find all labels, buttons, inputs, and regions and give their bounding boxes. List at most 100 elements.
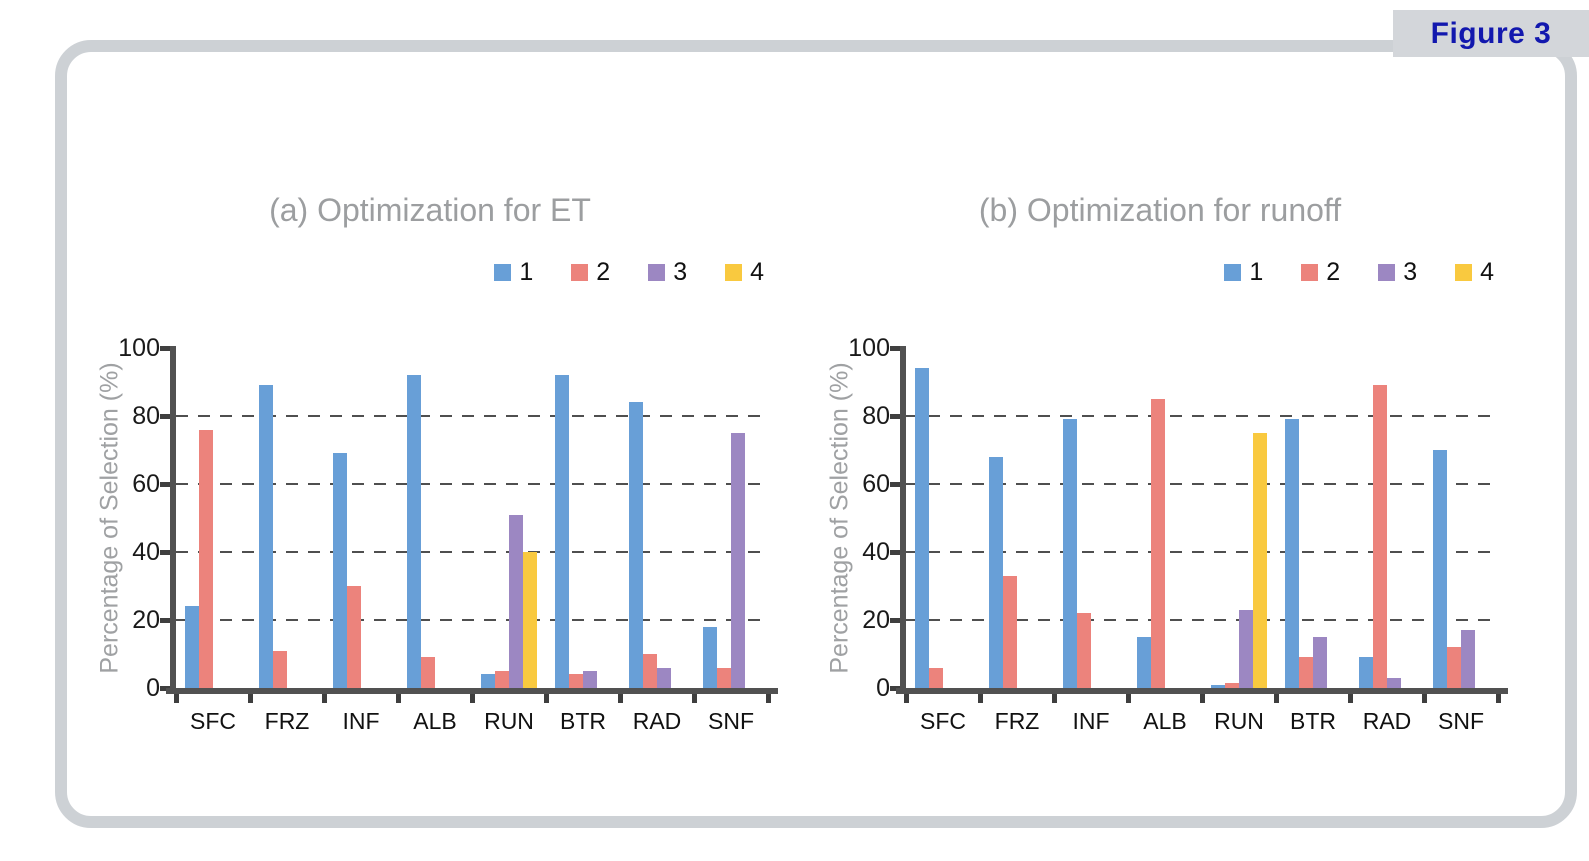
y-tick-mark <box>890 550 902 555</box>
category-label: RUN <box>1214 708 1264 734</box>
gridline-40 <box>906 551 1498 553</box>
bar-btr-series-2 <box>569 674 583 688</box>
category-label: BTR <box>1290 708 1336 734</box>
category-label: INF <box>342 708 380 734</box>
legend-swatch-3 <box>648 264 666 281</box>
legend-item: 1 <box>1224 260 1263 285</box>
y-tick-label: 80 <box>132 402 160 430</box>
bar-run-series-2 <box>495 671 509 688</box>
figure-number-tab: Figure 3 <box>1393 10 1589 57</box>
legend-swatch-1 <box>494 264 512 281</box>
category-label: RAD <box>632 708 682 734</box>
x-tick-mark <box>1051 694 1057 703</box>
y-tick-label: 20 <box>132 606 160 634</box>
bar-snf-series-2 <box>1447 647 1461 688</box>
bar-run-series-4 <box>1253 433 1267 688</box>
bar-rad-series-1 <box>1359 657 1373 688</box>
legend-swatch-1 <box>1224 264 1242 281</box>
legend-item: 3 <box>1378 260 1417 285</box>
category-label: FRZ <box>264 708 310 734</box>
x-tick-mark <box>1273 694 1279 703</box>
y-tick-mark <box>160 482 172 487</box>
chart-optimization-runoff: (b) Optimization for runoff 1 2 3 4 Percentag… <box>810 180 1510 750</box>
bar-snf-series-3 <box>1461 630 1475 688</box>
category-label: INF <box>1072 708 1110 734</box>
legend-label: 1 <box>1249 258 1264 286</box>
bar-btr-series-1 <box>555 375 569 688</box>
category-label: SNF <box>708 708 754 734</box>
legend-item: 2 <box>1301 260 1340 285</box>
bar-inf-series-1 <box>333 453 347 688</box>
y-tick-mark <box>890 618 902 623</box>
bar-sfc-series-1 <box>185 606 199 688</box>
bar-inf-series-2 <box>347 586 361 688</box>
category-label: RUN <box>484 708 534 734</box>
bar-rad-series-3 <box>1387 677 1401 688</box>
x-tick-mark <box>1347 694 1353 703</box>
legend-label: 2 <box>1326 258 1341 286</box>
gridline-80 <box>176 415 768 417</box>
bar-run-series-2 <box>1225 682 1239 688</box>
x-tick-mark <box>1199 694 1205 703</box>
x-tick-mark <box>247 694 253 703</box>
gridline-60 <box>906 483 1498 485</box>
bar-alb-series-1 <box>1137 637 1151 688</box>
x-tick-mark <box>691 694 697 703</box>
bar-alb-series-1 <box>407 375 421 688</box>
legend-item: 3 <box>648 260 687 285</box>
legend-label: 3 <box>673 258 688 286</box>
legend-swatch-4 <box>725 264 743 281</box>
y-tick-label: 100 <box>848 334 890 362</box>
y-tick-label: 40 <box>862 538 890 566</box>
gridline-20 <box>906 619 1498 621</box>
x-tick-mark <box>1125 694 1131 703</box>
bar-snf-series-2 <box>717 667 731 688</box>
bar-run-series-1 <box>481 674 495 688</box>
category-label: ALB <box>1143 708 1187 734</box>
category-label: RAD <box>1362 708 1412 734</box>
chart-title: (b) Optimization for runoff <box>978 192 1342 228</box>
category-label: ALB <box>413 708 457 734</box>
bar-rad-series-2 <box>1373 385 1387 688</box>
bar-frz-series-2 <box>1003 575 1017 688</box>
gridline-40 <box>176 551 768 553</box>
y-tick-label: 60 <box>132 470 160 498</box>
x-tick-mark <box>543 694 549 703</box>
category-label: SFC <box>920 708 966 734</box>
legend: 1 2 3 4 <box>456 260 764 285</box>
y-tick-mark <box>890 346 902 351</box>
legend: 1 2 3 4 <box>1186 260 1494 285</box>
x-tick-mark <box>903 694 909 703</box>
category-label: FRZ <box>994 708 1040 734</box>
chart-title: (a) Optimization for ET <box>269 192 591 228</box>
legend-swatch-2 <box>571 264 589 281</box>
x-axis-line <box>896 688 1508 694</box>
bar-snf-series-3 <box>731 433 745 688</box>
gridline-20 <box>176 619 768 621</box>
legend-label: 3 <box>1403 258 1418 286</box>
y-tick-label: 20 <box>862 606 890 634</box>
bar-frz-series-1 <box>259 385 273 688</box>
legend-swatch-4 <box>1455 264 1473 281</box>
y-axis-line <box>900 346 906 694</box>
bar-sfc-series-2 <box>199 429 213 688</box>
legend-label: 4 <box>1480 258 1494 286</box>
gridline-60 <box>176 483 768 485</box>
y-tick-mark <box>890 482 902 487</box>
y-tick-label: 80 <box>862 402 890 430</box>
category-label: SNF <box>1438 708 1484 734</box>
bar-run-series-4 <box>523 552 537 688</box>
bar-btr-series-2 <box>1299 657 1313 688</box>
chart-optimization-et: (a) Optimization for ET 1 2 3 4 Percentage of… <box>80 180 780 750</box>
legend-label: 4 <box>750 258 764 286</box>
y-tick-label: 60 <box>862 470 890 498</box>
bar-inf-series-1 <box>1063 419 1077 688</box>
legend-item: 4 <box>1455 260 1494 285</box>
x-tick-mark <box>1421 694 1427 703</box>
bar-btr-series-3 <box>583 671 597 688</box>
category-label: BTR <box>560 708 606 734</box>
gridline-80 <box>906 415 1498 417</box>
bar-alb-series-2 <box>421 657 435 688</box>
bar-run-series-3 <box>1239 609 1253 688</box>
